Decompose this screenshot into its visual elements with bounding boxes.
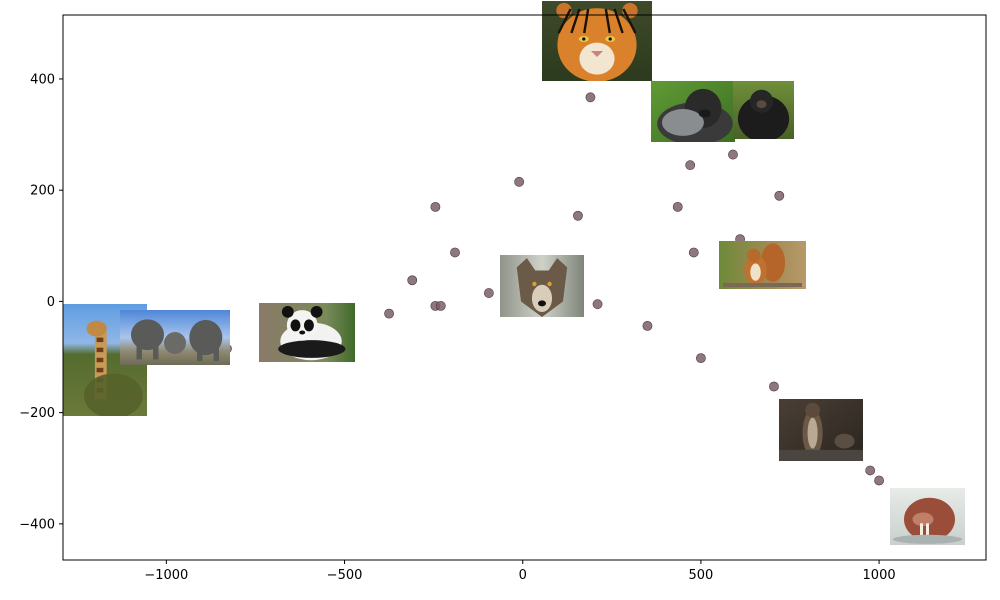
images-layer bbox=[63, 1, 965, 545]
scatter-point bbox=[384, 308, 394, 319]
x-tick-label: 1000 bbox=[863, 568, 896, 583]
scatter-point bbox=[483, 288, 494, 298]
gorilla-image bbox=[651, 81, 735, 142]
scatter-point bbox=[430, 201, 441, 212]
scatter-point bbox=[592, 299, 603, 310]
y-tick-label: 400 bbox=[30, 72, 55, 87]
tiger-image bbox=[542, 1, 652, 81]
scatter-point bbox=[514, 176, 525, 187]
x-tick-label: −1000 bbox=[144, 568, 188, 583]
scatter-point bbox=[685, 160, 696, 171]
scatter-point bbox=[728, 149, 738, 160]
y-axis: 400 200 0 −200 −400 bbox=[19, 72, 63, 532]
scatter-point bbox=[774, 190, 785, 201]
scatter-point bbox=[672, 201, 683, 212]
squirrel-image bbox=[719, 241, 806, 289]
x-tick-label: −500 bbox=[327, 568, 363, 583]
scatter-point bbox=[865, 465, 876, 476]
x-axis: −1000 −500 0 500 1000 bbox=[144, 560, 896, 583]
points-layer bbox=[222, 92, 884, 486]
chimpanzee-image bbox=[733, 81, 794, 139]
scatter-point bbox=[769, 381, 779, 392]
x-tick-label: 500 bbox=[688, 568, 713, 583]
scatter-point bbox=[585, 92, 596, 103]
plot-frame bbox=[62, 14, 987, 561]
y-tick-label: −400 bbox=[19, 517, 55, 532]
wolf-image bbox=[500, 255, 584, 317]
elephant-image bbox=[120, 310, 230, 365]
x-tick-label: 0 bbox=[519, 568, 527, 583]
scatter-point bbox=[696, 353, 706, 364]
scatter-point bbox=[642, 320, 653, 331]
y-tick-label: −200 bbox=[19, 406, 55, 421]
otter-image bbox=[779, 399, 863, 461]
scatter-point bbox=[874, 475, 884, 486]
scatter-point bbox=[407, 275, 418, 286]
y-tick-label: 200 bbox=[30, 184, 55, 199]
scatter-point bbox=[450, 247, 460, 258]
scatter-point bbox=[435, 300, 446, 311]
walrus-image bbox=[890, 488, 965, 545]
scatter-point bbox=[573, 210, 583, 221]
scatter-point bbox=[688, 247, 699, 258]
panda-image bbox=[259, 303, 355, 362]
giraffe-image bbox=[63, 304, 147, 416]
y-tick-label: 0 bbox=[47, 295, 55, 310]
